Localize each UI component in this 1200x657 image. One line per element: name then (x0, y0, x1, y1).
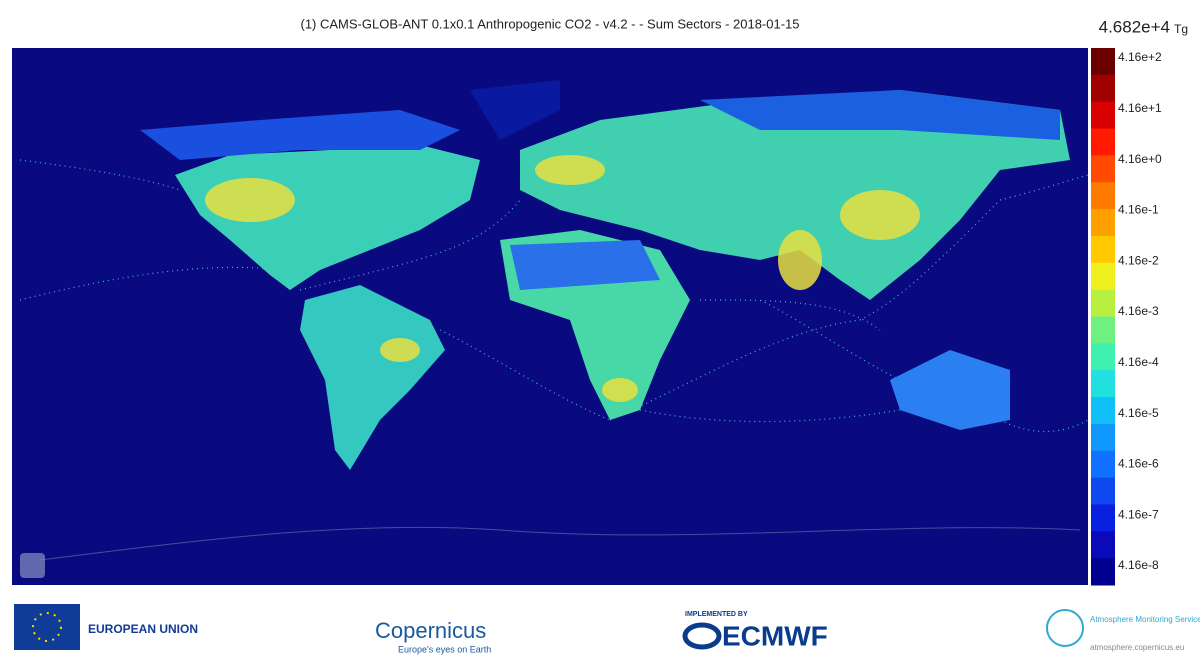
colorbar-band (1091, 209, 1115, 237)
colorbar-label: 4.16e-3 (1118, 304, 1159, 318)
shipping-lane (999, 174, 1089, 201)
colorbar-band (1091, 343, 1115, 371)
ecmwf-symbol (682, 622, 722, 650)
colorbar-label: 4.16e-5 (1118, 406, 1159, 420)
colorbar-band (1091, 262, 1115, 291)
colorbar-band (1091, 558, 1115, 586)
cams-label: Atmosphere Monitoring Service (1090, 615, 1200, 624)
canada-north (140, 110, 460, 160)
colorbar-band (1091, 531, 1115, 559)
cams-symbol (1046, 609, 1084, 647)
colorbar-band (1091, 450, 1115, 479)
shipping-lane (699, 299, 881, 331)
sahara (510, 240, 660, 290)
colorbar-label: 4.16e-4 (1118, 355, 1159, 369)
unit: Tg (1174, 22, 1188, 36)
cams-url: atmosphere.copernicus.eu (1090, 643, 1184, 652)
colorbar-label: 4.16e-6 (1118, 457, 1159, 471)
colorbar-band (1091, 370, 1115, 398)
colorbar-band (1091, 504, 1115, 532)
total: 4.682e+4 (1099, 17, 1170, 36)
colorbar-band (1091, 289, 1115, 317)
colorbar-label: 4.16e-1 (1118, 203, 1159, 217)
shipping-lane (999, 419, 1089, 433)
colorbar-label: 4.16e+2 (1118, 50, 1162, 64)
copernicus-logo: Copernicus (375, 618, 486, 643)
colorbar: 4.16e+2 4.16e+1 4.16e+0 4.16e-1 4.16e-2 4.16e… (1091, 48, 1162, 586)
ecmwf-logo: ECMWF (722, 620, 828, 651)
colorbar-band (1091, 128, 1115, 156)
siberia (700, 90, 1060, 140)
implemented-by: IMPLEMENTED BY (685, 611, 748, 618)
colorbar-band (1091, 397, 1115, 425)
greenland (470, 80, 560, 140)
map-button[interactable] (20, 553, 45, 578)
colorbar-label: 4.16e-7 (1118, 507, 1159, 521)
eu-stars (32, 612, 62, 642)
title: (1) CAMS-GLOB-ANT 0.1x0.1 Anthropogenic … (300, 16, 799, 31)
colorbar-band (1091, 182, 1115, 210)
map (12, 48, 1089, 585)
colorbar-band (1091, 477, 1115, 505)
colorbar-band (1091, 155, 1115, 183)
copernicus-tagline: Europe's eyes on Earth (398, 644, 491, 654)
colorbar-band (1091, 423, 1115, 452)
shipping-lanes (19, 159, 1089, 433)
shipping-lane (639, 409, 901, 423)
shipping-lane (759, 299, 901, 381)
colorbar-label: 4.16e+1 (1118, 101, 1162, 115)
antarctica-outline (39, 526, 1081, 561)
australia (890, 350, 1010, 430)
eu-flag (14, 604, 80, 650)
colorbar-band (1091, 74, 1115, 103)
colorbar-band (1091, 48, 1115, 76)
colorbar-band (1091, 316, 1115, 344)
colorbar-band (1091, 235, 1115, 264)
colorbar-label: 4.16e-2 (1118, 253, 1159, 267)
eu-label: EUROPEAN UNION (88, 622, 198, 636)
colorbar-band (1091, 101, 1115, 130)
eurasia (520, 90, 1070, 300)
colorbar-label: 4.16e-8 (1118, 558, 1159, 572)
south-america (300, 285, 445, 470)
footer: EUROPEAN UNION Copernicus Europe's eyes … (14, 604, 1200, 654)
colorbar-label: 4.16e+0 (1118, 152, 1162, 166)
hotspots (205, 155, 920, 402)
